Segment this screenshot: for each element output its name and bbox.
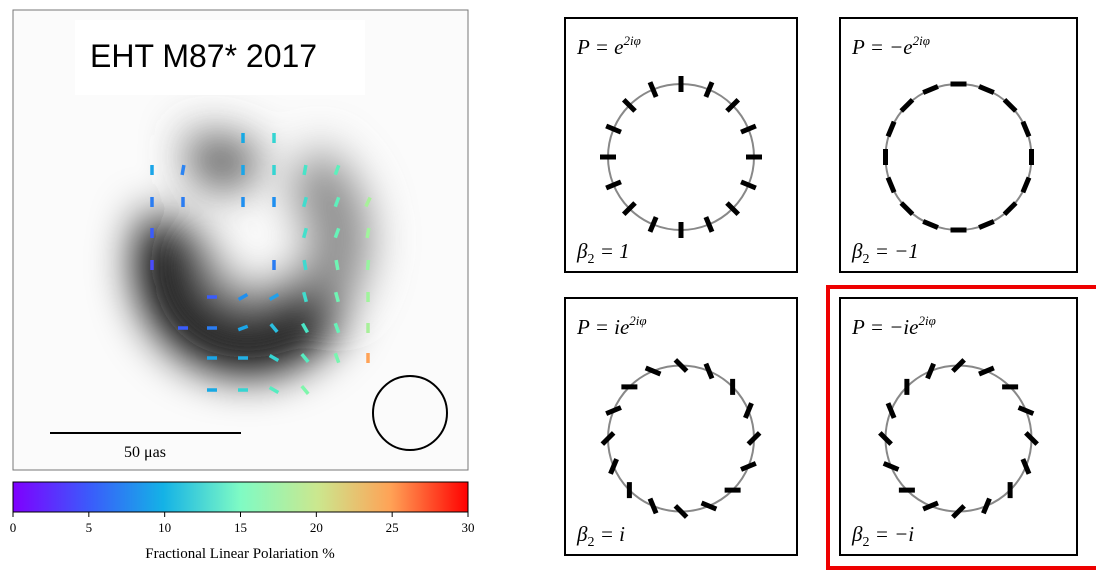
formula-base: e: [903, 35, 912, 59]
colorbar-label: Fractional Linear Polariation %: [145, 546, 335, 562]
polarization-tick: [746, 155, 762, 160]
colorbar-tick-label: 30: [462, 520, 475, 535]
panel-beta: β2 = 1: [576, 239, 630, 267]
formula-sup: 2iφ: [629, 313, 646, 328]
formula-lhs: P = −i: [851, 315, 909, 339]
beta-sub: 2: [862, 252, 869, 267]
beta-symbol: β: [851, 522, 863, 546]
polarization-tick: [725, 488, 741, 493]
beta-rhs: = 1: [594, 239, 629, 263]
polarization-tick: [904, 379, 909, 395]
scale-bar-label: 50 μas: [124, 444, 166, 461]
beta-rhs: = i: [594, 522, 625, 546]
polarization-tick: [899, 488, 915, 493]
polarization-tick: [679, 222, 684, 238]
evpa-stick: [304, 165, 306, 175]
colorbar-tick-label: 10: [158, 520, 171, 535]
colorbar-tick-label: 0: [10, 520, 17, 535]
beta-symbol: β: [576, 239, 588, 263]
evpa-stick: [304, 260, 306, 270]
evpa-stick: [182, 165, 184, 175]
evpa-stick: [336, 260, 338, 270]
formula-base: e: [614, 35, 623, 59]
polarization-tick: [1002, 384, 1018, 389]
page: EHT M87* 2017 50 μas 0 5 10 15 20 25 30 Fracti…: [0, 0, 1096, 570]
beta-sub: 2: [587, 252, 594, 267]
colorbar-tick-label: 25: [386, 520, 399, 535]
beta-sub: 2: [587, 535, 594, 550]
polarization-tick: [1008, 482, 1013, 498]
beta-symbol: β: [851, 239, 863, 263]
formula-lhs: P =: [576, 35, 614, 59]
polarization-tick: [951, 228, 967, 233]
polarization-tick: [621, 384, 637, 389]
polarization-tick: [1029, 149, 1034, 165]
beta-rhs: = −1: [869, 239, 918, 263]
formula-base: e: [620, 315, 629, 339]
colorbar-tick-label: 20: [310, 520, 323, 535]
figure: EHT M87* 2017 50 μas 0 5 10 15 20 25 30 Fracti…: [0, 0, 1096, 570]
colorbar-tick-label: 15: [234, 520, 247, 535]
polarization-tick: [679, 76, 684, 92]
panel-beta: β2 = i: [576, 522, 625, 550]
polarization-tick: [883, 149, 888, 165]
formula-sup: 2iφ: [913, 33, 930, 48]
formula-sup: 2iφ: [623, 33, 640, 48]
beta-sub: 2: [862, 535, 869, 550]
evpa-stick: [367, 228, 369, 238]
image-title: EHT M87* 2017: [90, 38, 317, 74]
formula-lhs: P = −: [851, 35, 903, 59]
panel-beta: β2 = −1: [851, 239, 919, 267]
beta-rhs: = −i: [869, 522, 914, 546]
panel-beta: β2 = −i: [851, 522, 914, 550]
polarization-tick: [600, 155, 616, 160]
polarization-tick: [730, 379, 735, 395]
polarization-tick: [951, 82, 967, 87]
formula-sup: 2iφ: [918, 313, 935, 328]
beta-symbol: β: [576, 522, 588, 546]
evpa-stick: [368, 260, 369, 270]
formula-base: e: [909, 315, 918, 339]
polarization-image: [13, 10, 468, 470]
colorbar: [13, 482, 468, 512]
formula-lhs: P = i: [576, 315, 620, 339]
colorbar-tick-label: 5: [86, 520, 93, 535]
polarization-tick: [627, 482, 632, 498]
